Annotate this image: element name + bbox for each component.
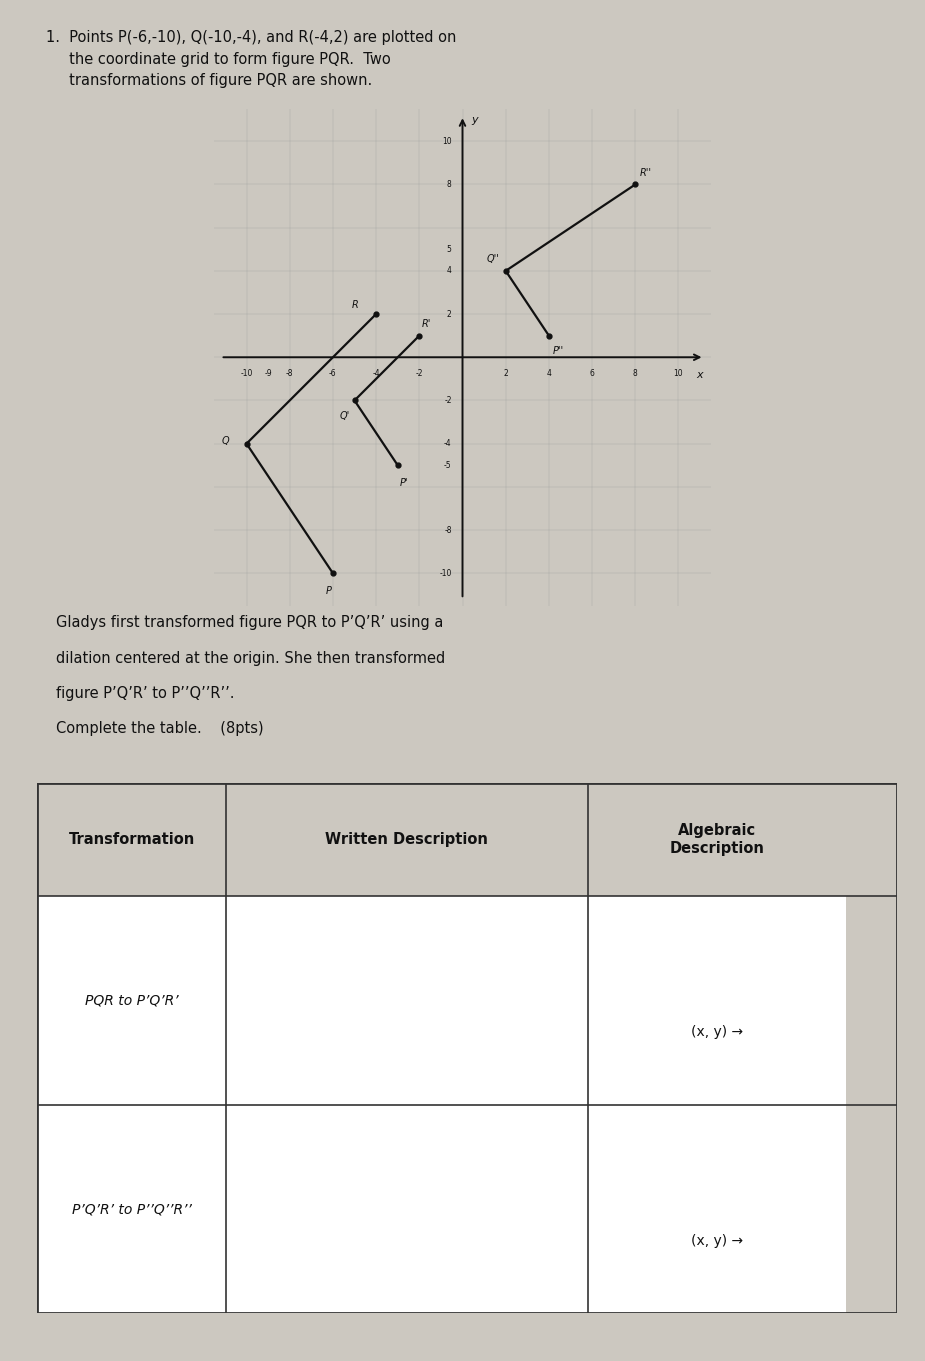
Text: 5: 5 [447,245,451,253]
Text: y: y [471,114,478,125]
Text: R': R' [422,320,431,329]
Text: figure P’Q’R’ to P’’Q’’R’’.: figure P’Q’R’ to P’’Q’’R’’. [56,686,234,701]
Text: Complete the table.    (8pts): Complete the table. (8pts) [56,721,263,736]
Bar [227,1105,587,1313]
Text: Q: Q [222,437,229,446]
Text: R: R [352,299,359,310]
Text: P'': P'' [553,347,564,357]
Text: (x, y) →: (x, y) → [691,1234,743,1248]
Text: dilation centered at the origin. She then transformed: dilation centered at the origin. She the… [56,651,445,666]
Text: -6: -6 [329,369,337,378]
Text: -4: -4 [372,369,380,378]
Text: Gladys first transformed figure PQR to P’Q’R’ using a: Gladys first transformed figure PQR to P… [56,615,443,630]
Text: -2: -2 [444,396,451,406]
Text: -2: -2 [415,369,423,378]
Bar [37,897,227,1105]
Text: 8: 8 [447,180,451,189]
Text: 6: 6 [589,369,595,378]
Bar [587,1105,845,1313]
Text: Transformation: Transformation [68,832,195,847]
Text: Algebraic
Description: Algebraic Description [669,823,764,856]
Text: -8: -8 [286,369,293,378]
Text: 1.  Points P(-6,-10), Q(-10,-4), and R(-4,2) are plotted on: 1. Points P(-6,-10), Q(-10,-4), and R(-4… [46,30,457,45]
Bar [587,897,845,1105]
Text: 10: 10 [673,369,684,378]
Text: -8: -8 [444,525,451,535]
Text: 8: 8 [633,369,637,378]
Text: 2: 2 [447,309,451,318]
Text: 10: 10 [442,136,451,146]
Text: 4: 4 [447,267,451,275]
Text: R'': R'' [639,167,651,178]
Text: -10: -10 [240,369,253,378]
Text: x: x [697,370,703,380]
Text: Written Description: Written Description [326,832,488,847]
Text: -10: -10 [439,569,451,578]
Bar [227,897,587,1105]
Text: Q': Q' [340,411,351,422]
Text: P': P' [400,478,408,489]
Bar [37,1105,227,1313]
Text: P: P [326,587,331,596]
Text: Q'': Q'' [487,255,500,264]
Text: PQR to P’Q’R’: PQR to P’Q’R’ [85,994,179,1007]
Text: P’Q’R’ to P’’Q’’R’’: P’Q’R’ to P’’Q’’R’’ [72,1202,191,1217]
Text: -9: -9 [265,369,272,378]
Text: -5: -5 [444,461,451,470]
Text: (x, y) →: (x, y) → [691,1025,743,1040]
Text: -4: -4 [444,440,451,448]
Text: the coordinate grid to form figure PQR.  Two: the coordinate grid to form figure PQR. … [46,52,391,67]
Text: 2: 2 [503,369,508,378]
Text: transformations of figure PQR are shown.: transformations of figure PQR are shown. [46,73,373,88]
Text: 4: 4 [547,369,551,378]
